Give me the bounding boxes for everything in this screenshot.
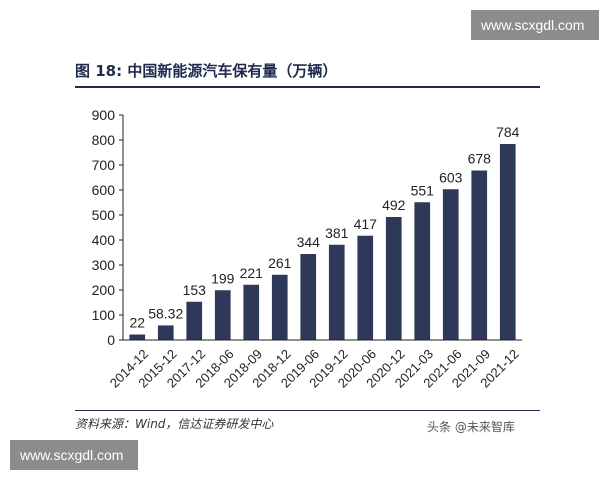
bar xyxy=(186,301,203,340)
y-tick-label: 200 xyxy=(92,282,116,298)
data-label: 678 xyxy=(468,151,492,167)
bar xyxy=(499,144,516,340)
bar xyxy=(328,244,345,340)
source-note: 资料来源：Wind，信达证券研发中心 xyxy=(75,417,274,431)
y-tick-label: 400 xyxy=(92,232,116,248)
bar xyxy=(471,170,488,340)
data-label: 153 xyxy=(183,282,207,298)
footer-rule xyxy=(75,410,540,411)
y-tick-label: 800 xyxy=(92,132,116,148)
watermark-bottom: www.scxgdl.com xyxy=(10,440,138,470)
bar xyxy=(414,202,431,340)
x-axis: 2014-122015-122017-122018-062018-092018-… xyxy=(107,339,522,391)
data-label: 417 xyxy=(354,216,378,232)
bar xyxy=(300,254,317,340)
watermark-top: www.scxgdl.com xyxy=(471,10,599,40)
y-tick-label: 0 xyxy=(107,332,115,348)
bar xyxy=(243,284,260,340)
bar xyxy=(385,217,402,340)
data-label: 261 xyxy=(268,255,292,271)
y-tick-label: 100 xyxy=(92,307,116,323)
y-tick-label: 700 xyxy=(92,157,116,173)
data-label: 221 xyxy=(240,265,264,281)
bar xyxy=(129,334,146,340)
data-label: 492 xyxy=(382,197,406,213)
data-label: 344 xyxy=(297,234,321,250)
y-axis: 0 100 200 300 400 500 600 700 800 900 xyxy=(92,107,124,348)
data-label: 784 xyxy=(496,124,520,140)
credit-text: 头条 @未来智库 xyxy=(427,420,515,434)
data-label: 381 xyxy=(325,225,349,241)
y-tick-label: 300 xyxy=(92,257,116,273)
data-label: 603 xyxy=(439,169,463,185)
data-label: 22 xyxy=(129,315,145,331)
y-tick-label: 500 xyxy=(92,207,116,223)
bar xyxy=(357,235,374,340)
data-label: 58.32 xyxy=(148,305,183,321)
bar xyxy=(442,189,459,340)
bar xyxy=(214,290,231,340)
bar xyxy=(271,274,288,340)
y-tick-label: 600 xyxy=(92,182,116,198)
figure-title: 图 18: 中国新能源汽车保有量（万辆） xyxy=(75,62,338,80)
title-rule xyxy=(75,86,540,88)
data-label: 199 xyxy=(211,270,235,286)
bar xyxy=(157,325,174,340)
y-tick-label: 900 xyxy=(92,107,116,123)
data-label: 551 xyxy=(411,182,435,198)
